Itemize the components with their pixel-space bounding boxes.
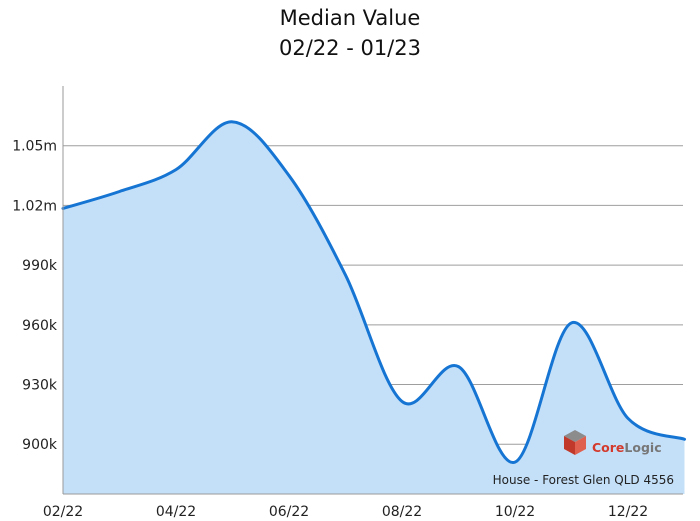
x-tick-label: 04/22 — [156, 504, 196, 520]
y-tick-label: 930k — [22, 378, 58, 394]
x-axis-ticks: 02/22 04/22 06/22 08/22 10/22 12/22 — [43, 504, 648, 520]
data-point — [626, 416, 630, 420]
y-tick-label: 1.05m — [12, 139, 57, 155]
data-point — [231, 120, 235, 124]
chart-subtitle: 02/22 - 01/23 — [279, 36, 421, 60]
data-point — [61, 206, 65, 210]
data-point — [118, 189, 122, 193]
series-area — [63, 121, 685, 494]
y-tick-label: 900k — [22, 437, 58, 453]
data-point — [287, 174, 291, 178]
x-tick-label: 08/22 — [382, 504, 422, 520]
y-tick-label: 1.02m — [12, 198, 57, 214]
corelogic-logo-icon — [564, 430, 586, 455]
data-point — [344, 273, 348, 277]
chart-annotation: House - Forest Glen QLD 4556 — [493, 473, 674, 487]
series-line — [61, 120, 686, 464]
x-tick-label: 12/22 — [608, 504, 648, 520]
y-tick-label: 960k — [22, 318, 58, 334]
watermark: CoreLogic — [592, 440, 662, 455]
data-point — [570, 321, 574, 325]
data-point — [174, 168, 178, 172]
y-axis-ticks: 900k 930k 960k 990k 1.02m 1.05m — [12, 139, 58, 454]
y-tick-label: 990k — [22, 258, 58, 274]
chart-title: Median Value — [279, 6, 421, 30]
data-point — [683, 437, 687, 441]
x-tick-label: 10/22 — [495, 504, 535, 520]
x-tick-label: 02/22 — [43, 504, 83, 520]
x-tick-label: 06/22 — [269, 504, 309, 520]
data-point — [513, 460, 517, 464]
data-point — [400, 399, 404, 403]
data-point — [457, 365, 461, 369]
